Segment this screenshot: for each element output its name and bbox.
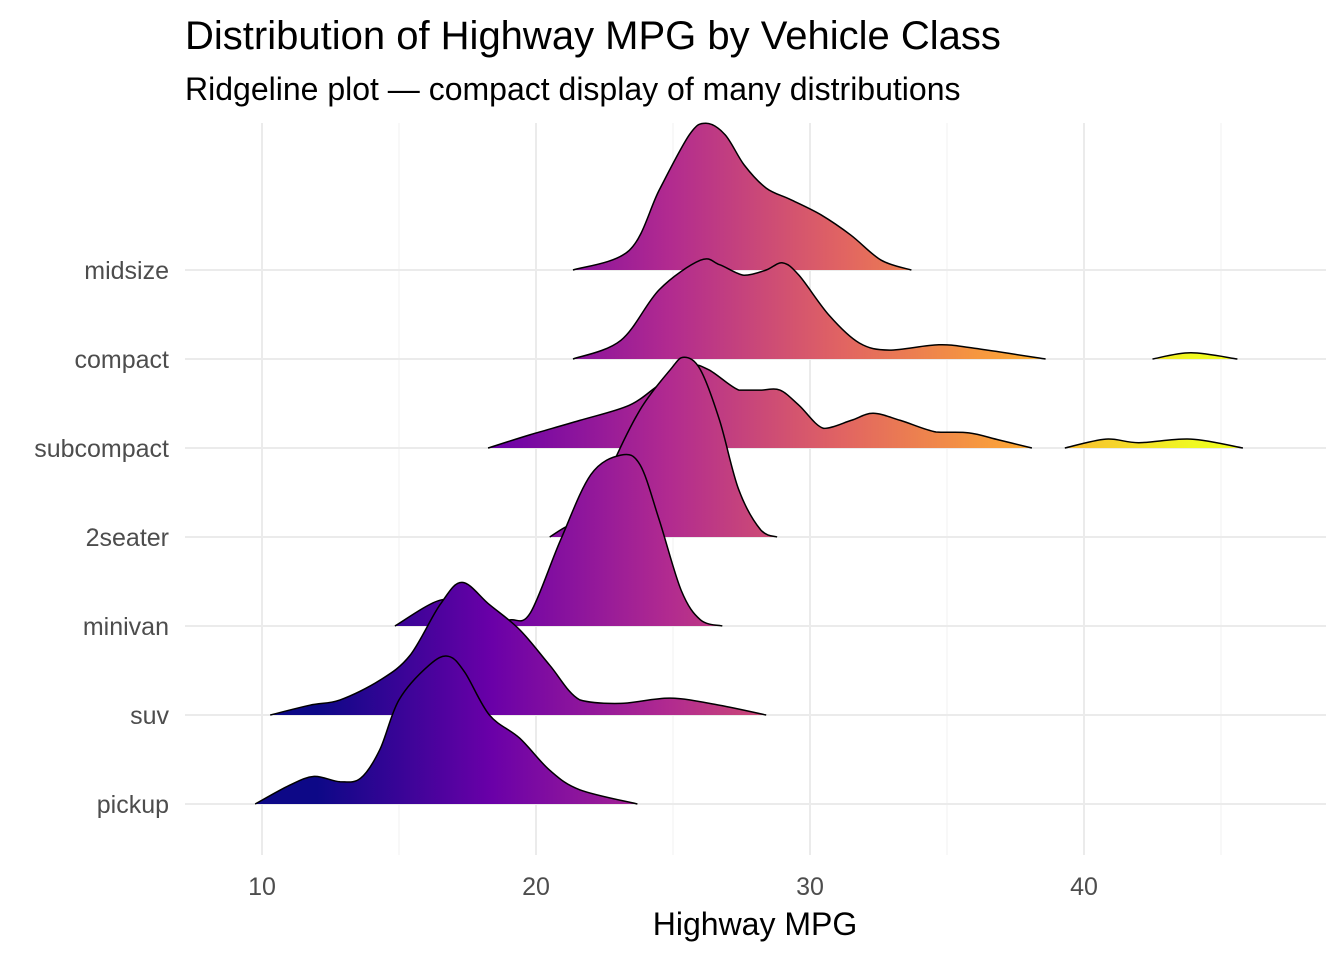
ridge-fill — [255, 656, 638, 804]
y-tick-label: minivan — [83, 613, 169, 641]
y-tick-label: compact — [75, 346, 170, 374]
x-tick-label: 40 — [1070, 873, 1098, 901]
ridge-outline — [1152, 352, 1238, 360]
ridge-outline — [254, 655, 638, 805]
x-tick-label: 20 — [522, 873, 550, 901]
y-tick-label: suv — [130, 702, 169, 730]
ridge-fill — [572, 258, 1046, 359]
y-tick-label: 2seater — [86, 524, 169, 552]
x-tick-label: 10 — [248, 873, 276, 901]
ridge-suv — [270, 581, 767, 716]
ridge-outline — [1064, 438, 1244, 449]
ridge-compact — [572, 258, 1238, 360]
ridge-fill — [270, 582, 767, 715]
x-axis-title: Highway MPG — [653, 906, 858, 942]
ridges — [254, 122, 1244, 805]
ridge-pickup — [254, 655, 638, 805]
ridge-outline — [487, 364, 1033, 449]
ridge-fill — [572, 123, 912, 270]
ridge-fill — [1152, 352, 1238, 359]
y-axis-labels: midsize compact subcompact 2seater minivan su… — [34, 257, 169, 819]
ridge-outline — [270, 581, 767, 716]
y-tick-label: pickup — [97, 791, 169, 819]
y-tick-label: midsize — [84, 257, 169, 285]
ridge-outline — [572, 258, 1046, 360]
ridge-fill — [1064, 438, 1243, 448]
y-tick-label: subcompact — [34, 435, 169, 463]
chart-title: Distribution of Highway MPG by Vehicle C… — [185, 14, 1001, 58]
ridge-midsize — [572, 122, 912, 271]
ridge-fill — [394, 454, 723, 626]
ridge-subcompact — [487, 364, 1244, 449]
x-axis-labels: 10 20 30 40 — [248, 873, 1098, 901]
x-tick-label: 30 — [796, 873, 824, 901]
chart-subtitle: Ridgeline plot — compact display of many… — [185, 71, 960, 107]
ridge-fill — [488, 365, 1032, 448]
ridge-outline — [572, 122, 912, 271]
